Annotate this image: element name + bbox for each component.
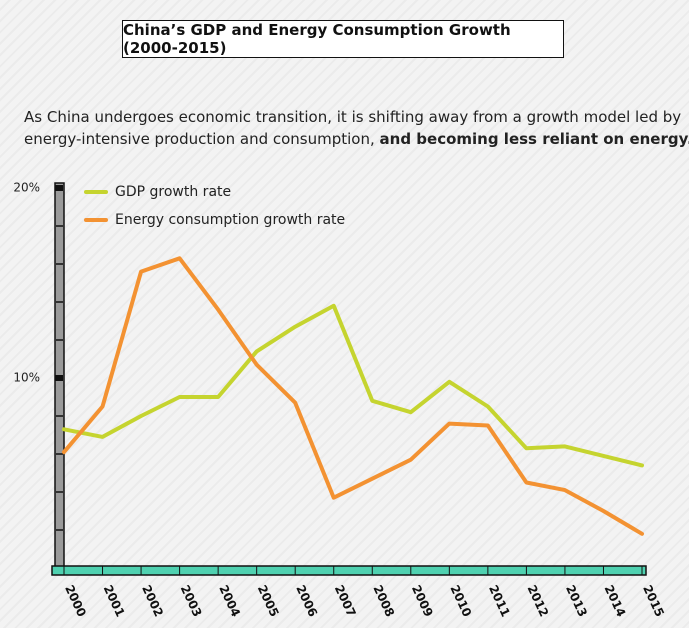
y-tick-label: 20% bbox=[13, 181, 40, 195]
x-tick-label: 2015 bbox=[640, 583, 667, 619]
x-tick-label: 2010 bbox=[447, 583, 474, 619]
data-line bbox=[62, 256, 644, 536]
x-tick-label: 2002 bbox=[139, 583, 166, 619]
chart-title: China’s GDP and Energy Consumption Growt… bbox=[122, 20, 564, 58]
x-tick-label: 2008 bbox=[370, 583, 397, 619]
x-tick-label: 2001 bbox=[101, 583, 128, 619]
legend-label: Energy consumption growth rate bbox=[115, 212, 345, 228]
y-tick-label: 10% bbox=[13, 371, 40, 385]
subtitle-line: energy-intensive production and consumpt… bbox=[24, 130, 380, 148]
x-tick-label: 2003 bbox=[178, 583, 205, 619]
subtitle-bold: and becoming less reliant on energy. bbox=[379, 130, 689, 148]
x-tick-label: 2009 bbox=[409, 583, 436, 619]
legend-label: GDP growth rate bbox=[115, 184, 231, 200]
x-tick-label: 2007 bbox=[332, 583, 359, 619]
x-tick-label: 2012 bbox=[525, 583, 552, 619]
x-tick-label: 2013 bbox=[563, 583, 590, 619]
x-tick-label: 2005 bbox=[255, 583, 282, 619]
x-tick-label: 2006 bbox=[293, 583, 320, 619]
y-tick bbox=[55, 185, 63, 191]
subtitle-line: As China undergoes economic transition, … bbox=[24, 108, 682, 126]
data-line bbox=[62, 303, 644, 468]
subtitle: As China undergoes economic transition, … bbox=[24, 106, 689, 150]
x-tick-label: 2014 bbox=[602, 583, 629, 619]
x-axis bbox=[51, 565, 647, 576]
x-tick-label: 2004 bbox=[216, 583, 243, 619]
x-tick-label: 2011 bbox=[486, 583, 513, 619]
x-tick-label: 2000 bbox=[62, 583, 89, 619]
y-tick bbox=[55, 375, 63, 381]
